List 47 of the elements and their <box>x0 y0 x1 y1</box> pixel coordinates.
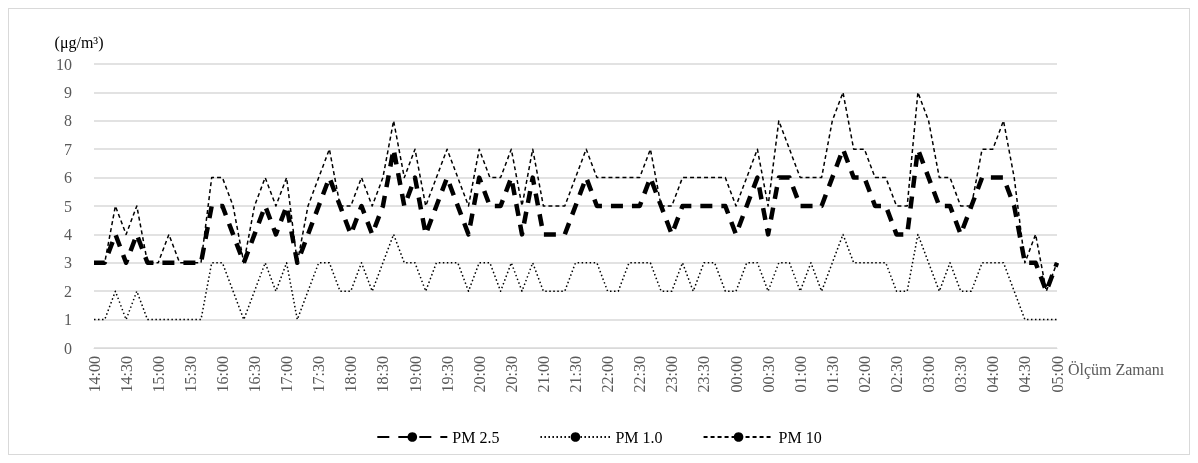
x-tick-label: 02:30 <box>888 356 905 393</box>
x-tick-label: 17:00 <box>278 356 296 393</box>
legend-label: PM 2.5 <box>452 428 500 446</box>
x-tick-label: 15:00 <box>149 356 167 393</box>
x-tick-label: 21:00 <box>534 356 552 393</box>
x-tick-label: 01:30 <box>823 356 841 393</box>
y-tick-label: 6 <box>64 169 72 187</box>
x-tick-label: 03:30 <box>952 356 970 393</box>
y-tick-label: 5 <box>64 197 72 215</box>
x-tick-label: 17:30 <box>310 356 328 393</box>
x-axis-title: Ölçüm Zamanı <box>1067 360 1165 379</box>
x-tick-label: 14:00 <box>85 356 103 393</box>
legend-label: PM 1.0 <box>615 428 663 446</box>
x-tick-label: 05:00 <box>1048 356 1066 393</box>
x-tick-label: 16:00 <box>213 356 231 393</box>
x-tick-label: 23:00 <box>663 356 681 393</box>
y-tick-label: 0 <box>64 339 72 357</box>
x-tick-label: 15:30 <box>181 356 199 393</box>
x-tick-label: 19:00 <box>406 356 424 393</box>
x-tick-label: 21:30 <box>567 356 584 393</box>
y-tick-label: 8 <box>64 112 72 130</box>
y-tick-label: 4 <box>64 225 72 243</box>
x-tick-label: 22:30 <box>631 356 649 393</box>
x-tick-label: 04:00 <box>984 356 1002 393</box>
x-tick-label: 22:00 <box>599 356 617 393</box>
x-tick-label: 20:00 <box>470 356 488 393</box>
y-axis-title: (μg/m³) <box>54 33 104 52</box>
y-tick-label: 2 <box>64 282 72 300</box>
x-tick-label: 03:00 <box>920 356 938 393</box>
y-tick-label: 1 <box>64 311 72 329</box>
x-tick-label: 18:30 <box>374 356 392 393</box>
x-tick-label: 00:00 <box>727 356 745 393</box>
x-tick-label: 01:00 <box>791 356 809 393</box>
legend-label: PM 10 <box>778 428 822 446</box>
x-tick-label: 16:30 <box>246 356 263 393</box>
y-tick-label: 10 <box>56 55 72 73</box>
x-tick-label: 23:30 <box>695 356 713 393</box>
x-tick-label: 00:30 <box>759 356 777 393</box>
y-tick-label: 3 <box>64 254 72 272</box>
x-tick-label: 19:30 <box>438 356 456 393</box>
y-tick-label: 7 <box>64 140 72 158</box>
x-tick-label: 18:00 <box>342 356 360 393</box>
x-tick-label: 04:30 <box>1016 356 1034 393</box>
y-tick-label: 9 <box>64 83 72 101</box>
x-tick-label: 20:30 <box>502 356 520 393</box>
x-tick-label: 02:00 <box>855 356 873 393</box>
x-tick-label: 14:30 <box>117 356 135 393</box>
